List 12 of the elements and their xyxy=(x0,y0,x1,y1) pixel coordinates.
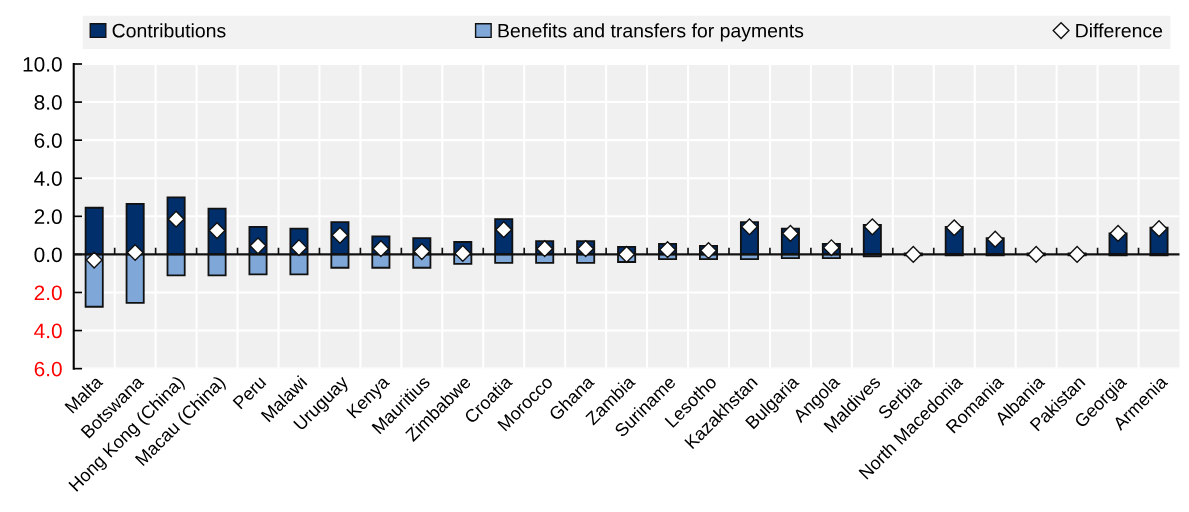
y-tick-label: 6.0 xyxy=(34,361,62,377)
y-tick-label: 8.0 xyxy=(34,95,62,110)
y-tick-label: 4.0 xyxy=(34,171,62,186)
y-tick-label: 0.0 xyxy=(34,247,62,263)
legend-label: Benefits and transfers for payments xyxy=(498,23,804,42)
y-tick-label: 2.0 xyxy=(34,209,62,225)
y-tick-label: 6.0 xyxy=(34,133,62,148)
y-tick-label: 2.0 xyxy=(34,285,62,301)
legend-label: Contributions xyxy=(112,23,226,38)
y-tick-label: 4.0 xyxy=(34,323,62,339)
legend-label: Difference xyxy=(1076,23,1163,38)
y-tick-label: 10.0 xyxy=(23,57,62,72)
